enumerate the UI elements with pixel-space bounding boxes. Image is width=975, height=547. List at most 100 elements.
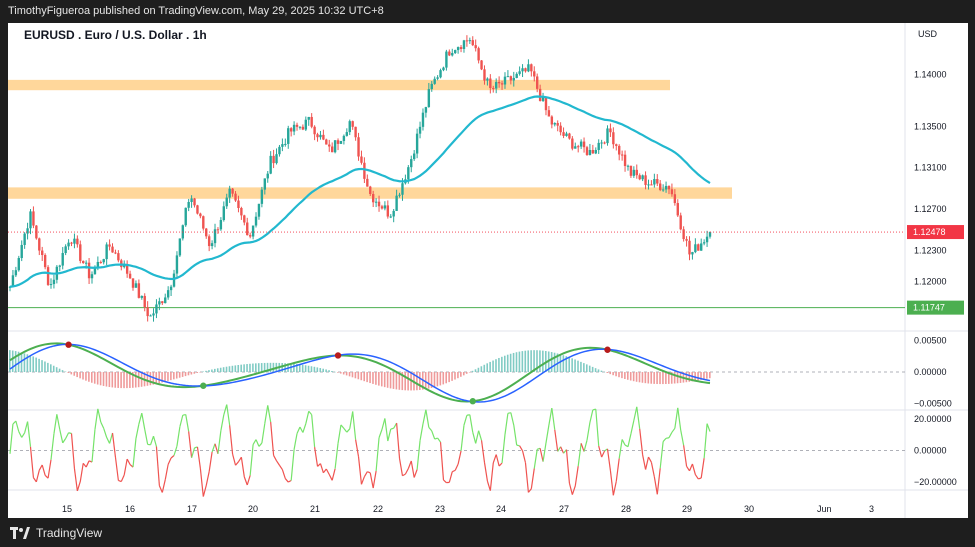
candle-body [486,78,489,81]
candle-body [500,83,504,85]
macd-histogram-bar [419,372,421,390]
oscillator-tick-label: 20.00000 [914,414,952,424]
macd-histogram-bar [164,372,166,382]
macd-histogram-bar [503,355,506,373]
oscillator-segment [609,470,614,496]
oscillator-segment [68,432,72,435]
oscillator-segment [278,464,283,470]
candle-body [330,146,334,153]
oscillator-segment [53,414,58,434]
oscillator-segment [264,405,269,424]
candle-body [653,179,656,185]
macd-histogram-bar [383,372,386,388]
oscillator-segment [700,458,705,479]
oscillator-segment [167,457,172,465]
macd-histogram-bar [653,372,655,384]
candle-body [585,147,589,155]
candle-body [705,236,709,243]
candle-body [492,88,495,90]
oscillator-segment [41,464,46,476]
oscillator-segment [281,469,286,479]
candle-body [407,167,410,180]
oscillator-segment [580,443,585,452]
oscillator-segment [226,404,231,426]
macd-histogram-bar [334,371,336,373]
macd-histogram-bar [685,372,688,383]
macd-histogram-bar [667,372,670,384]
candle-body [489,78,492,89]
oscillator-segment [311,414,316,448]
candle-body [533,71,536,77]
candle-body [357,137,360,157]
oscillator-segment [706,423,711,432]
macd-histogram-bar [313,366,316,373]
candle-body [278,146,281,155]
candle-body [471,40,474,46]
oscillator-segment [223,404,228,415]
candle-body [547,110,551,117]
macd-histogram-bar [583,363,585,373]
oscillator-segment [363,471,368,478]
macd-histogram-bar [58,368,61,373]
chart-svg[interactable]: 1.12000 1.12300 1.12700 1.13100 1.13500 1.140… [8,23,968,518]
candle-body [58,265,61,267]
macd-histogram-bar [609,372,612,375]
chart-frame[interactable]: 1.12000 1.12300 1.12700 1.13100 1.13500 1.140… [8,23,968,518]
candle-body [459,47,463,49]
macd-histogram-bar [272,362,275,373]
macd-histogram-bar [404,372,406,391]
macd-tick-label: −0.00500 [914,399,952,409]
oscillator-segment [164,464,169,480]
oscillator-segment [138,412,143,425]
oscillator-segment [428,426,433,432]
oscillator-segment [26,421,32,447]
candle-body [682,229,685,240]
oscillator-segment [235,461,239,466]
macd-histogram-bar [380,372,383,387]
x-tick-label: 28 [621,504,631,514]
oscillator-segment [478,430,483,441]
macd-histogram-bar [219,367,222,373]
candle-body [207,236,211,247]
candle-body [629,165,633,176]
macd-histogram-bar [193,372,196,374]
oscillator-segment [521,450,527,463]
oscillator-segment [439,442,445,480]
candle-body [143,295,146,308]
oscillator-segment [299,426,304,433]
macd-histogram-bar [331,370,333,373]
macd-histogram-bar [591,366,594,373]
candle-body [588,149,592,155]
macd-histogram-bar [47,362,49,373]
oscillator-segment [448,471,453,483]
candle-body [366,178,369,187]
macd-histogram-bar [88,372,90,382]
oscillator-segment [574,466,579,487]
candle-body [38,238,41,251]
candle-body [46,267,50,285]
oscillator-segment [513,424,518,446]
oscillator-segment [346,428,351,433]
macd-histogram-bar [41,360,43,373]
candle-body [691,252,694,255]
candle-body [234,193,237,201]
oscillator-segment [97,408,102,423]
x-tick-label: 20 [248,504,258,514]
tradingview-logo-icon [10,527,30,539]
oscillator-segment [9,424,14,454]
tradingview-logo[interactable]: TradingView [10,526,102,540]
oscillator-segment [267,405,272,423]
candle-body [196,205,199,214]
oscillator-segment [598,445,603,458]
resistance-zone [8,79,670,91]
oscillator-segment [287,479,292,483]
oscillator-segment [606,448,612,471]
macd-histogram-bar [606,372,609,373]
candle-body [685,239,688,241]
oscillator-segment [454,463,459,471]
candle-body [105,244,108,260]
candle-body [562,132,565,136]
oscillator-segment [360,476,365,485]
macd-histogram-bar [178,372,181,378]
oscillator-segment [32,477,37,483]
